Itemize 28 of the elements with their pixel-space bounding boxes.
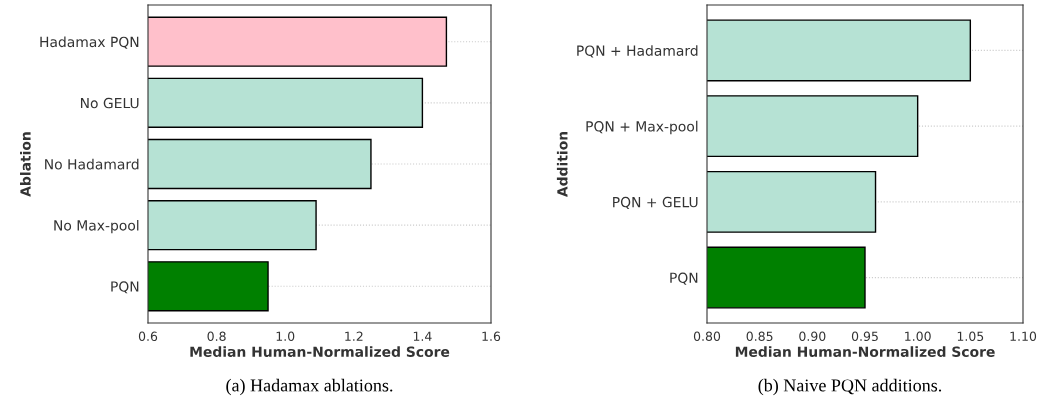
y-tick-label: PQN xyxy=(670,272,698,285)
x-tick-label: 0.90 xyxy=(799,331,826,342)
x-axis-title: Median Human-Normalized Score xyxy=(735,346,995,357)
x-tick-label: 1.00 xyxy=(905,331,931,342)
x-tick-label: 1.05 xyxy=(957,331,984,342)
x-tick-label: 1.0 xyxy=(276,331,295,342)
y-tick-label: PQN + Max-pool xyxy=(586,120,698,135)
x-tick-label: 0.85 xyxy=(746,331,773,342)
x-tick-label: 1.4 xyxy=(413,331,432,341)
y-axis-title: Addition xyxy=(556,131,568,198)
x-tick-label: 0.8 xyxy=(207,331,226,342)
text: (a) Hadamax ablations. xyxy=(226,378,393,396)
y-tick-label: Hadamax PQN xyxy=(40,36,139,49)
y-tick-label: No Hadamard xyxy=(45,158,139,170)
y-tick-label: No Max-pool xyxy=(54,219,139,234)
y-tick-label: PQN + GELU xyxy=(613,196,698,209)
x-tick-label: 1.10 xyxy=(1010,331,1037,342)
y-tick-label: No GELU xyxy=(80,97,139,109)
x-tick-label: 0.6 xyxy=(138,331,158,342)
x-tick-label: 0.95 xyxy=(851,331,878,342)
y-axis-title: Ablation xyxy=(20,132,31,197)
x-tick-label: 1.6 xyxy=(482,331,501,342)
y-tick-label: PQN xyxy=(111,281,139,294)
x-tick-label: 0.80 xyxy=(693,331,721,342)
x-axis-title: Median Human-Normalized Score xyxy=(190,346,450,357)
y-tick-label: PQN + Hadamard xyxy=(577,45,698,58)
x-tick-label: 1.2 xyxy=(345,331,363,341)
text: (b) Naive PQN additions. xyxy=(758,378,942,396)
